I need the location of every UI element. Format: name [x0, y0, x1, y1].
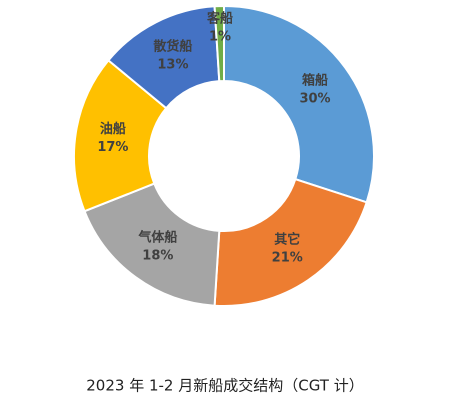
slice-label: 客船: [207, 11, 233, 27]
slice-label: 油船: [100, 121, 126, 137]
value-label: 13%: [157, 57, 188, 72]
slice: [83, 182, 221, 307]
value-label: 18%: [142, 249, 173, 264]
slice-label: 气体船: [138, 230, 177, 246]
slice: [213, 177, 368, 307]
value-label: 30%: [299, 91, 330, 106]
slice: [213, 4, 225, 83]
slice-label: 散货船: [153, 38, 192, 54]
chart-title: 2023 年 1-2 月新船成交结构（CGT 计）: [86, 377, 363, 395]
value-label: 17%: [97, 140, 128, 155]
value-label: 21%: [272, 251, 303, 266]
value-label: 1%: [209, 30, 231, 45]
slice-label: 其它: [274, 232, 300, 248]
slice: [223, 4, 375, 204]
slice-label: 箱船: [302, 72, 328, 88]
